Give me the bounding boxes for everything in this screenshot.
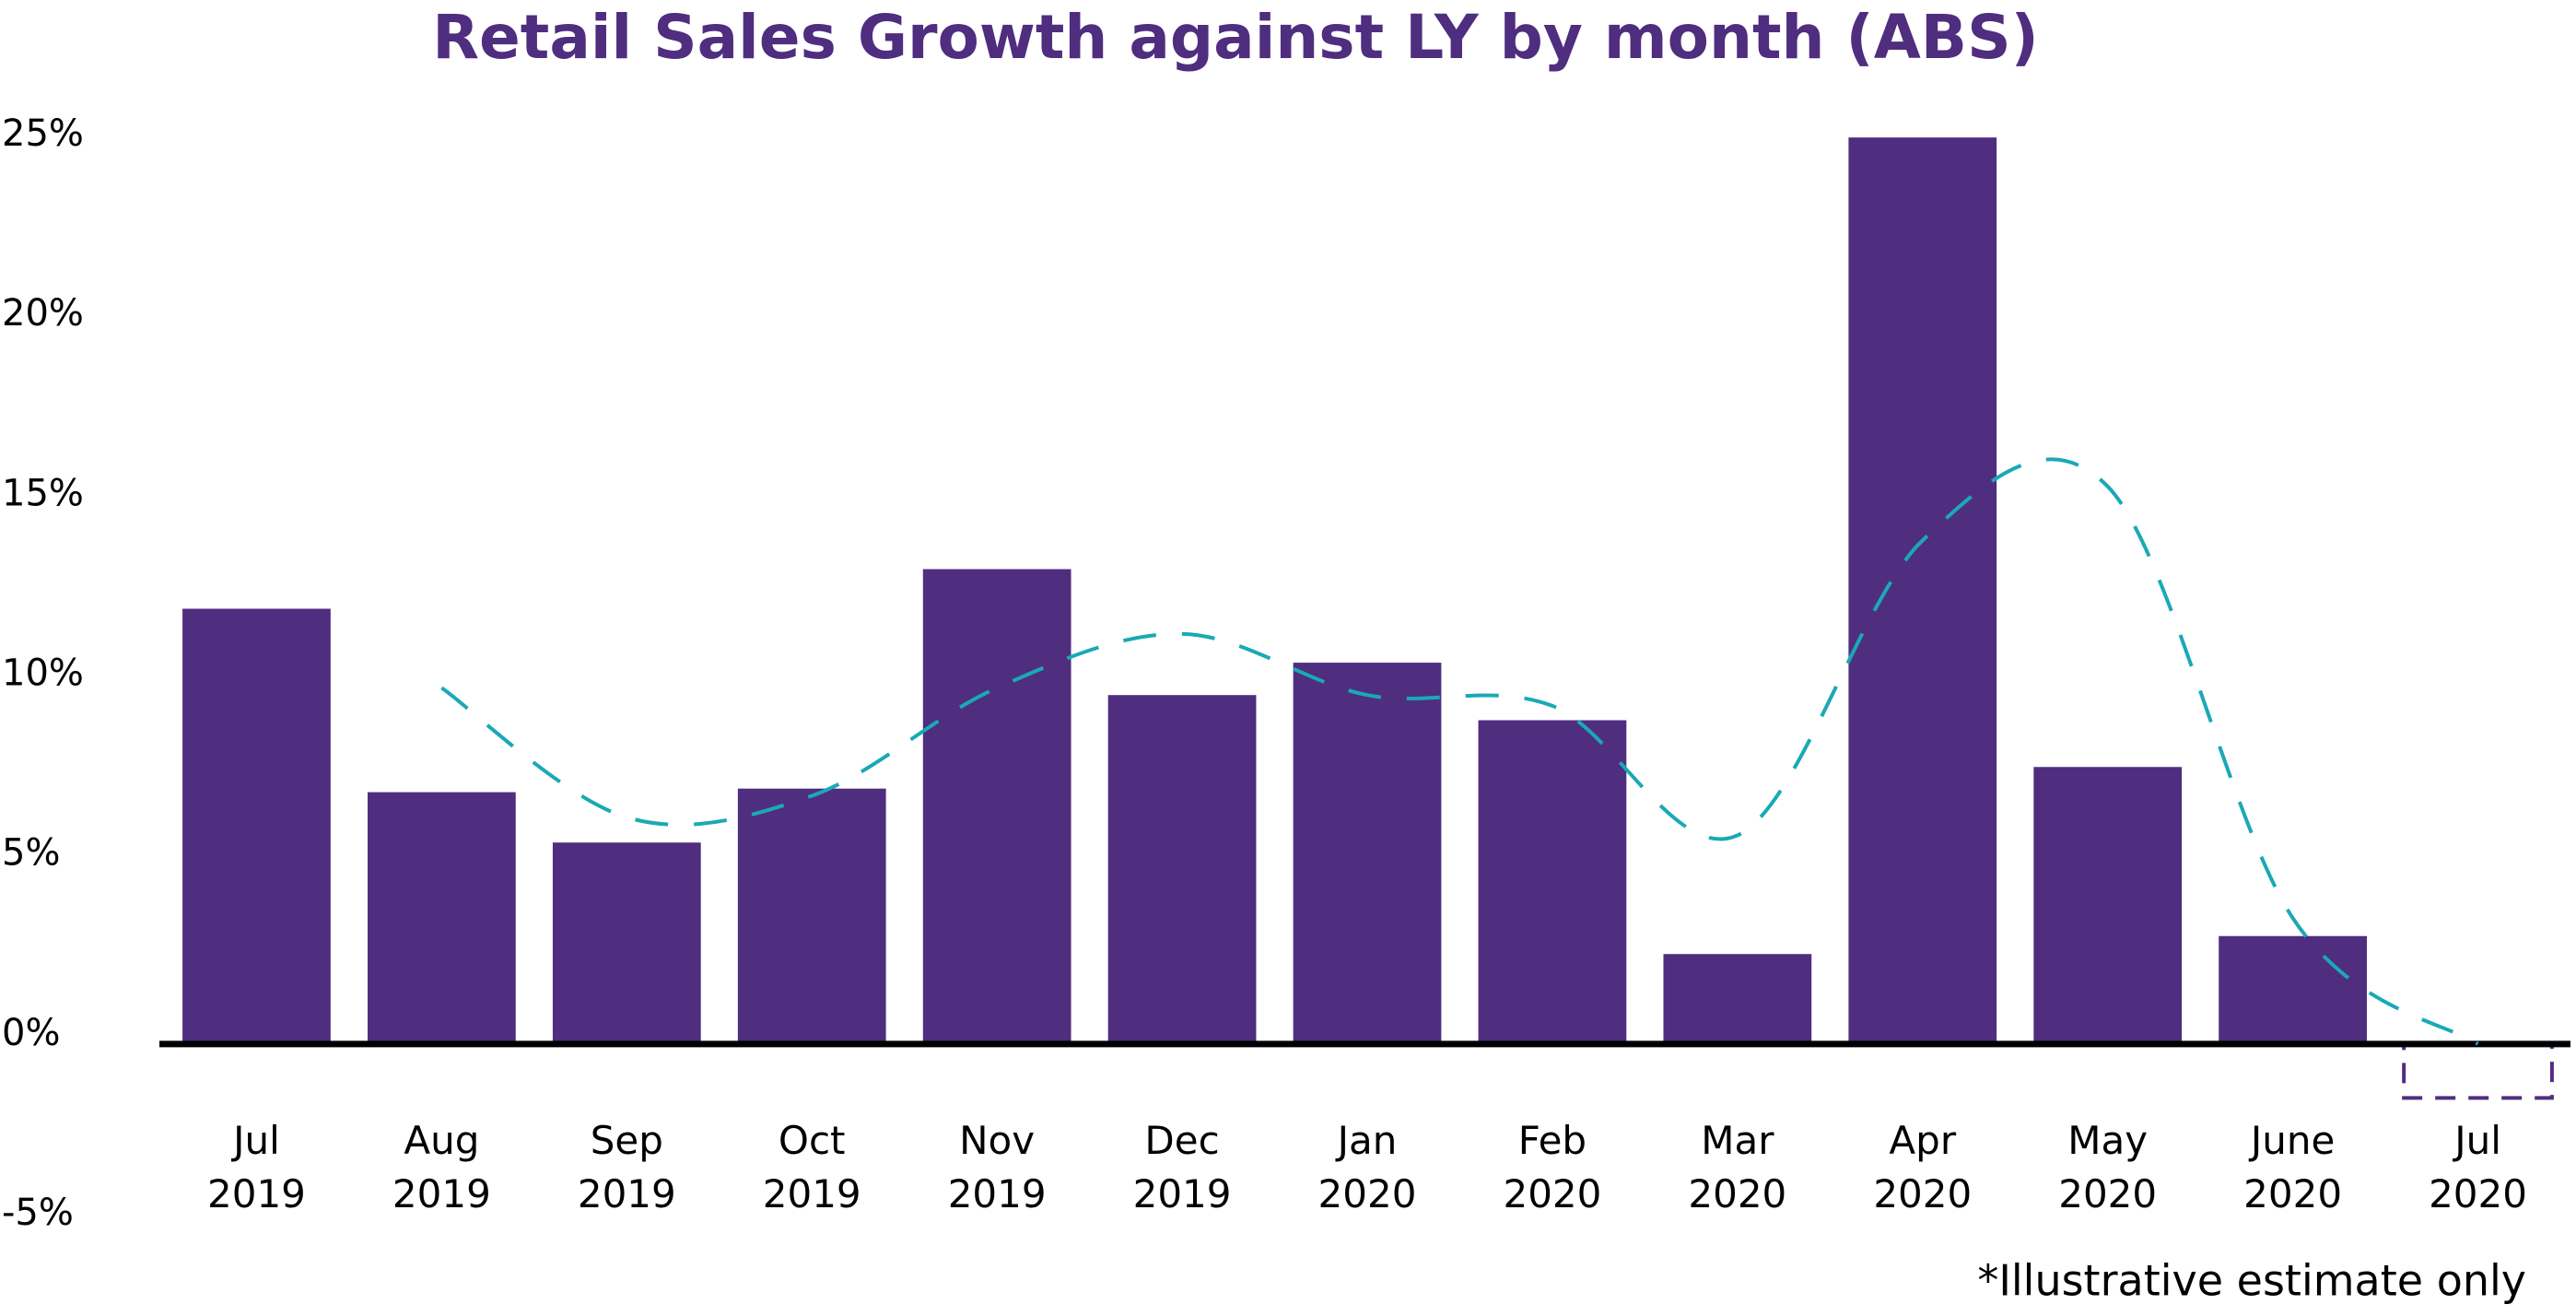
bar (368, 792, 516, 1044)
x-tick-label: June 2020 (2243, 1118, 2343, 1216)
x-tick-label: Jul 2019 (207, 1118, 306, 1216)
bar (922, 569, 1071, 1044)
x-tick-label: Aug 2019 (392, 1118, 491, 1216)
y-tick-label: 10% (2, 652, 84, 695)
y-tick-label: 0% (2, 1012, 60, 1054)
chart-title: Retail Sales Growth against LY by month … (432, 2, 2039, 73)
x-tick-label: Oct 2019 (762, 1118, 861, 1216)
x-tick-label: Jan 2020 (1317, 1118, 1417, 1216)
x-tick-label: Feb 2020 (1503, 1118, 1602, 1216)
y-tick-label: 20% (2, 292, 84, 335)
x-tick-label: Dec 2019 (1132, 1118, 1232, 1216)
x-tick-label: Nov 2019 (947, 1118, 1047, 1216)
bar (2033, 767, 2183, 1044)
bar (1848, 137, 1997, 1044)
x-tick-label: Jul 2020 (2429, 1118, 2527, 1216)
bar (1478, 720, 1627, 1044)
x-tick-label: May 2020 (2058, 1118, 2158, 1216)
bar (2402, 1041, 2554, 1100)
x-tick-label: Mar 2020 (1688, 1118, 1787, 1216)
y-tick-label: 25% (2, 112, 84, 155)
y-tick-label: 5% (2, 832, 60, 875)
bar (737, 788, 886, 1044)
trend-line (440, 457, 2479, 1046)
y-tick-label: 15% (2, 472, 84, 514)
annotation: *Illustrative estimate only (1977, 1256, 2526, 1306)
bar (1663, 954, 1812, 1044)
bar (1293, 663, 1442, 1044)
bar (1107, 695, 1257, 1044)
x-tick-label: Apr 2020 (1873, 1118, 1973, 1216)
bar (182, 608, 331, 1044)
bar (2219, 935, 2367, 1044)
y-tick-label: -5% (2, 1192, 74, 1234)
bar (552, 842, 701, 1044)
x-tick-label: Sep 2019 (577, 1118, 676, 1216)
